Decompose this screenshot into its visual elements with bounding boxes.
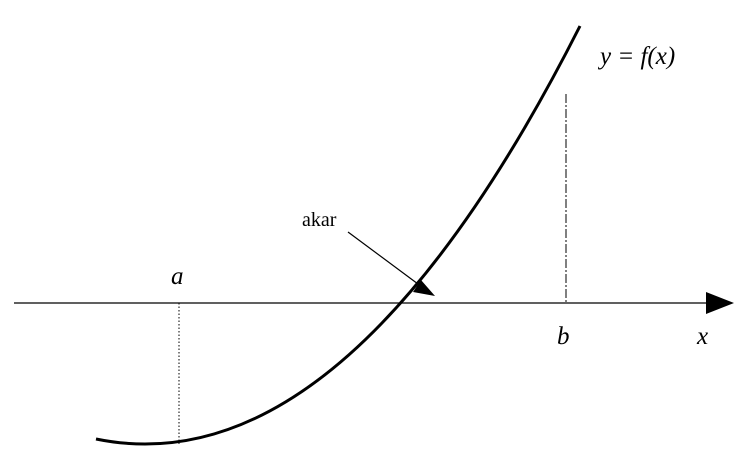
b-label: b [557,323,570,350]
root-pointer-arrowhead [413,280,435,296]
a-label: a [171,263,184,290]
x-axis-label: x [696,323,708,350]
function-label: y = f(x) [597,43,675,70]
function-curve [95,25,582,446]
x-axis-arrowhead [706,292,734,314]
root-pointer-line [347,231,419,285]
root-label: akar [302,209,337,231]
